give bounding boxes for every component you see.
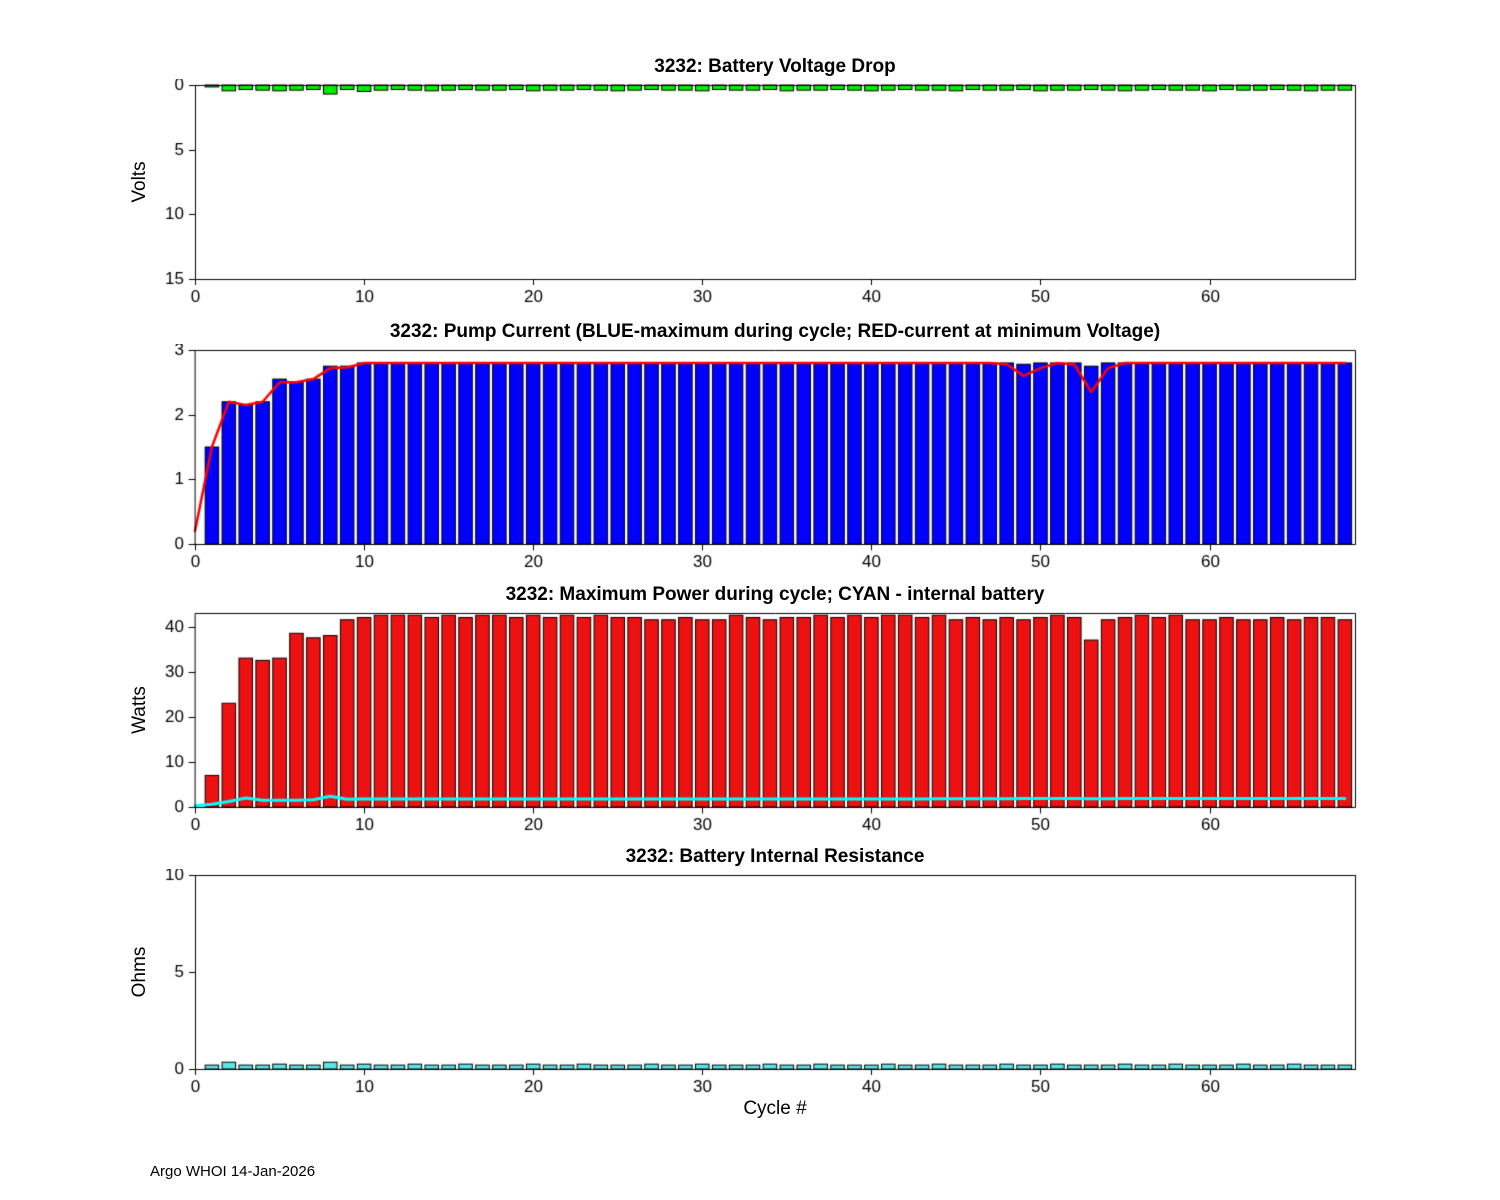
pump-current-chart bbox=[0, 344, 1500, 579]
battery-internal-resistance-chart bbox=[0, 869, 1500, 1104]
figure-footer-note: Argo WHOI 14-Jan-2026 bbox=[150, 1163, 316, 1180]
pump-current-title: 3232: Pump Current (BLUE-maximum during … bbox=[389, 321, 1161, 342]
battery-voltage-drop-title: 3232: Battery Voltage Drop bbox=[654, 56, 896, 77]
cycle-axis-label: Cycle # bbox=[743, 1098, 807, 1119]
maximum-power-chart bbox=[0, 607, 1500, 842]
battery-voltage-drop-chart bbox=[0, 79, 1500, 314]
battery-internal-resistance-title: 3232: Battery Internal Resistance bbox=[625, 846, 925, 867]
maximum-power-title: 3232: Maximum Power during cycle; CYAN -… bbox=[505, 584, 1045, 605]
